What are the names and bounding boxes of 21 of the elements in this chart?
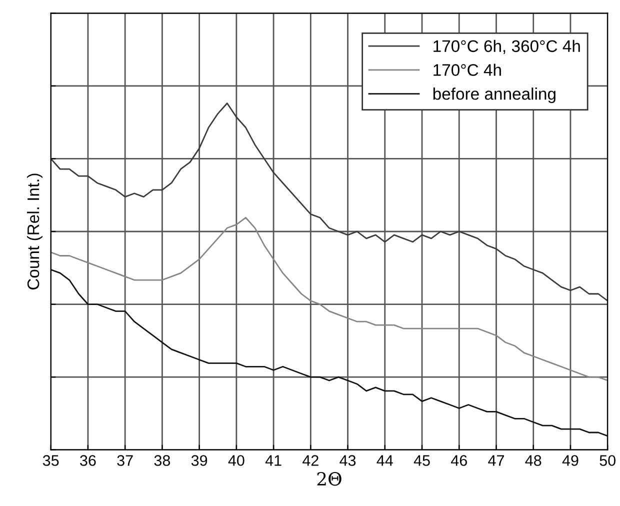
x-tick-label: 36 [80, 455, 96, 466]
y-axis-title: Count (Rel. Int.) [26, 174, 42, 290]
x-tick-label: 42 [302, 455, 318, 466]
x-tick-label: 45 [414, 455, 430, 466]
x-axis-title: 2Θ [317, 472, 342, 486]
legend-label: before annealing [433, 88, 556, 104]
x-tick-label: 39 [191, 455, 208, 466]
x-tick-label: 40 [228, 455, 244, 466]
x-tick-label: 43 [340, 455, 356, 466]
x-tick-label: 37 [117, 455, 133, 466]
x-tick-label: 44 [376, 455, 393, 466]
x-tick-label: 38 [154, 455, 170, 466]
x-tick-label: 48 [525, 455, 542, 466]
legend-label: 170°C 6h, 360°C 4h [434, 40, 580, 54]
legend-label: 170°C 4h [434, 64, 501, 76]
x-tick-label: 46 [450, 455, 467, 466]
x-tick-label: 50 [600, 455, 616, 466]
x-tick-label: 47 [488, 455, 504, 466]
x-tick-label: 41 [265, 455, 282, 466]
x-tick-label: 49 [562, 455, 578, 466]
x-tick-label: 35 [42, 455, 59, 466]
